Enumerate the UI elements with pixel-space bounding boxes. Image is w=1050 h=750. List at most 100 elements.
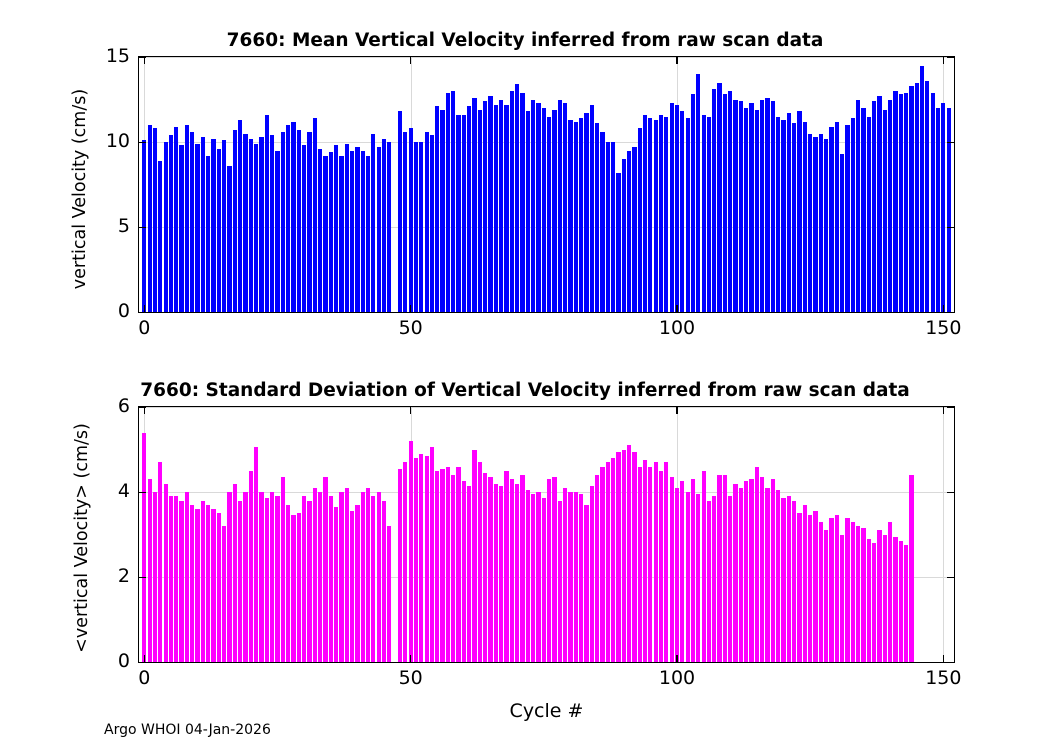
bar [919, 65, 925, 312]
bar [733, 99, 738, 312]
bar [557, 99, 562, 312]
bar [722, 475, 728, 662]
bar [243, 133, 248, 312]
bar [866, 116, 871, 312]
bottom-chart-ylabel: <vertical Velocity> (cm/s) [72, 423, 92, 653]
bar [685, 118, 690, 312]
bottom-chart-ytick-label: 2 [117, 565, 130, 587]
bar [477, 462, 483, 662]
top-chart-ytick-mark [139, 56, 146, 58]
bar [818, 133, 823, 312]
bar [184, 125, 190, 312]
bar [158, 160, 163, 312]
bar [286, 504, 291, 662]
bar [296, 130, 301, 312]
bar [877, 96, 882, 312]
bar [472, 449, 477, 662]
bar [738, 487, 744, 662]
bar [312, 487, 317, 662]
bar [887, 521, 893, 662]
bar [589, 485, 594, 662]
bar [914, 82, 919, 312]
bar [307, 500, 312, 662]
bar [190, 131, 195, 312]
bottom-chart-ytick-label: 4 [117, 480, 130, 502]
bar [797, 111, 802, 312]
bar [850, 118, 855, 312]
bar [488, 477, 493, 662]
bar [541, 498, 546, 662]
bottom-chart-ytick-mark [947, 576, 954, 578]
bar [760, 99, 765, 312]
bar [504, 104, 509, 312]
bar [680, 481, 685, 662]
bar [797, 513, 802, 662]
bar [302, 496, 307, 662]
bar [898, 94, 903, 312]
bar [493, 104, 498, 312]
bar [397, 468, 403, 662]
bar [243, 492, 248, 662]
top-chart-xtick-mark [676, 305, 678, 312]
bar [840, 534, 845, 662]
bar [733, 483, 738, 662]
bar [770, 101, 775, 312]
bar [893, 91, 898, 312]
bar [509, 479, 514, 662]
bar [802, 121, 807, 312]
bar [371, 133, 376, 312]
bar [142, 432, 147, 662]
bar [802, 504, 807, 662]
bar [195, 143, 200, 312]
top-chart-ytick-mark [139, 226, 146, 228]
bar [429, 447, 435, 662]
bar [664, 462, 669, 662]
bar [232, 483, 237, 662]
bar [371, 496, 376, 662]
bar [451, 475, 456, 662]
bar [744, 481, 749, 662]
top-chart-gridline-y [139, 142, 954, 143]
bar [738, 101, 744, 312]
bar [882, 109, 887, 312]
bar [467, 485, 472, 662]
bar [626, 445, 632, 662]
bar [696, 74, 701, 312]
bar [147, 125, 152, 312]
bar [536, 492, 541, 662]
bar [355, 147, 360, 312]
top-chart-xtick-mark [942, 57, 945, 64]
bar [941, 102, 946, 312]
bottom-chart-ytick-label: 6 [117, 395, 130, 417]
bar [754, 109, 760, 312]
bar [163, 142, 168, 312]
bar [147, 479, 152, 662]
top-chart-ytick-mark [139, 311, 146, 313]
bottom-chart-xtick-mark [676, 407, 678, 414]
bottom-chart-gridline-x [943, 407, 945, 662]
bar [882, 534, 887, 662]
bar [349, 511, 355, 662]
bar [222, 140, 227, 312]
bottom-chart-xtick-label: 0 [138, 667, 151, 689]
bar [728, 496, 733, 662]
bottom-chart-xtick-mark [942, 407, 945, 414]
bar [264, 114, 269, 312]
bar [248, 138, 253, 312]
bar [323, 155, 328, 312]
bar [642, 460, 648, 662]
bar [722, 94, 728, 312]
top-chart-ytick-label: 5 [117, 215, 130, 237]
bar [408, 128, 413, 312]
top-chart-ytick-mark [947, 141, 954, 143]
bar [515, 84, 520, 312]
bar [456, 114, 461, 312]
bar [296, 513, 301, 662]
bar [834, 121, 839, 312]
bottom-chart-xtick-label: 150 [925, 667, 962, 689]
bar [333, 145, 339, 312]
bar [355, 504, 360, 662]
bar [216, 513, 222, 662]
bar [717, 475, 722, 662]
top-chart-ytick-label: 0 [117, 300, 130, 322]
